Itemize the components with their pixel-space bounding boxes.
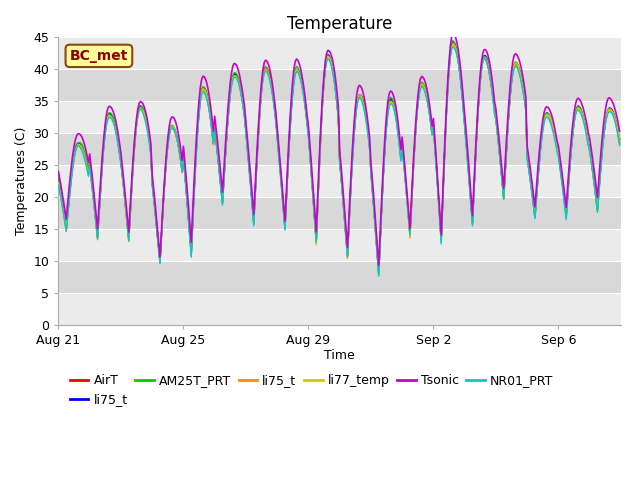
NR01_PRT bbox=[97, 175, 105, 181]
li75_t bbox=[449, 41, 457, 47]
Bar bbox=[58, 101, 621, 133]
NR01_PRT bbox=[54, 181, 62, 187]
Line: li77_temp: li77_temp bbox=[58, 44, 620, 275]
Bar bbox=[58, 165, 621, 197]
li75_t bbox=[381, 139, 389, 144]
AirT bbox=[572, 112, 579, 118]
li75_t bbox=[97, 175, 105, 181]
Tsonic bbox=[616, 129, 623, 134]
Text: BC_met: BC_met bbox=[70, 49, 128, 63]
Bar bbox=[58, 293, 621, 325]
li77_temp bbox=[449, 41, 457, 47]
Line: AirT: AirT bbox=[58, 44, 620, 274]
li75_t bbox=[449, 38, 457, 44]
NR01_PRT bbox=[375, 274, 383, 279]
NR01_PRT bbox=[381, 142, 389, 147]
li77_temp bbox=[445, 67, 453, 73]
Legend: AirT, li75_t, AM25T_PRT, li75_t, li77_temp, Tsonic, NR01_PRT: AirT, li75_t, AM25T_PRT, li75_t, li77_te… bbox=[65, 369, 559, 411]
AM25T_PRT bbox=[381, 137, 389, 143]
li75_t bbox=[490, 96, 497, 101]
AM25T_PRT bbox=[445, 64, 453, 70]
AM25T_PRT bbox=[490, 95, 497, 100]
AirT bbox=[54, 178, 62, 184]
li75_t bbox=[54, 180, 62, 186]
li75_t bbox=[572, 111, 579, 117]
Y-axis label: Temperatures (C): Temperatures (C) bbox=[15, 127, 28, 236]
Bar bbox=[58, 37, 621, 69]
AM25T_PRT bbox=[449, 38, 457, 44]
AirT bbox=[501, 173, 509, 179]
li77_temp bbox=[616, 135, 623, 141]
AirT bbox=[490, 99, 497, 105]
Line: AM25T_PRT: AM25T_PRT bbox=[58, 41, 620, 274]
NR01_PRT bbox=[572, 112, 579, 118]
li77_temp bbox=[97, 172, 105, 178]
li77_temp bbox=[501, 172, 509, 178]
AM25T_PRT bbox=[616, 136, 623, 142]
NR01_PRT bbox=[501, 172, 509, 178]
li75_t bbox=[381, 139, 389, 144]
li75_t bbox=[501, 171, 509, 177]
Tsonic bbox=[381, 129, 389, 135]
Bar bbox=[58, 69, 621, 101]
Bar bbox=[58, 197, 621, 229]
li77_temp bbox=[375, 272, 383, 278]
Tsonic bbox=[54, 168, 62, 174]
li75_t bbox=[616, 136, 623, 142]
AM25T_PRT bbox=[54, 174, 62, 180]
NR01_PRT bbox=[490, 99, 497, 105]
Bar bbox=[58, 229, 621, 261]
Tsonic bbox=[490, 87, 497, 93]
Line: li75_t: li75_t bbox=[58, 41, 620, 274]
Line: li75_t: li75_t bbox=[58, 44, 620, 275]
AirT bbox=[445, 66, 453, 72]
li75_t bbox=[375, 272, 383, 277]
AM25T_PRT bbox=[375, 271, 383, 276]
Line: Tsonic: Tsonic bbox=[58, 34, 620, 265]
Tsonic bbox=[501, 162, 509, 168]
NR01_PRT bbox=[445, 68, 453, 74]
li75_t bbox=[97, 172, 105, 178]
Bar bbox=[58, 261, 621, 293]
AirT bbox=[449, 41, 457, 47]
X-axis label: Time: Time bbox=[324, 348, 355, 361]
AirT bbox=[97, 173, 105, 179]
li75_t bbox=[616, 139, 623, 144]
li77_temp bbox=[572, 112, 579, 118]
li75_t bbox=[490, 95, 497, 101]
li75_t bbox=[501, 171, 509, 177]
AM25T_PRT bbox=[572, 111, 579, 117]
li75_t bbox=[54, 176, 62, 181]
Line: NR01_PRT: NR01_PRT bbox=[58, 47, 620, 276]
NR01_PRT bbox=[449, 44, 457, 50]
li77_temp bbox=[490, 97, 497, 103]
AirT bbox=[375, 271, 383, 277]
Tsonic bbox=[445, 58, 453, 64]
NR01_PRT bbox=[616, 143, 623, 148]
li77_temp bbox=[381, 140, 389, 145]
Tsonic bbox=[97, 165, 105, 171]
li75_t bbox=[445, 67, 453, 72]
li77_temp bbox=[54, 179, 62, 185]
Tsonic bbox=[375, 263, 383, 268]
li75_t bbox=[445, 65, 453, 71]
Tsonic bbox=[572, 102, 579, 108]
li75_t bbox=[375, 271, 383, 276]
AM25T_PRT bbox=[501, 173, 509, 179]
li75_t bbox=[572, 110, 579, 116]
Title: Temperature: Temperature bbox=[287, 15, 392, 33]
AirT bbox=[616, 140, 623, 146]
Bar bbox=[58, 133, 621, 165]
AM25T_PRT bbox=[97, 171, 105, 177]
Tsonic bbox=[449, 31, 457, 36]
AirT bbox=[381, 139, 389, 144]
